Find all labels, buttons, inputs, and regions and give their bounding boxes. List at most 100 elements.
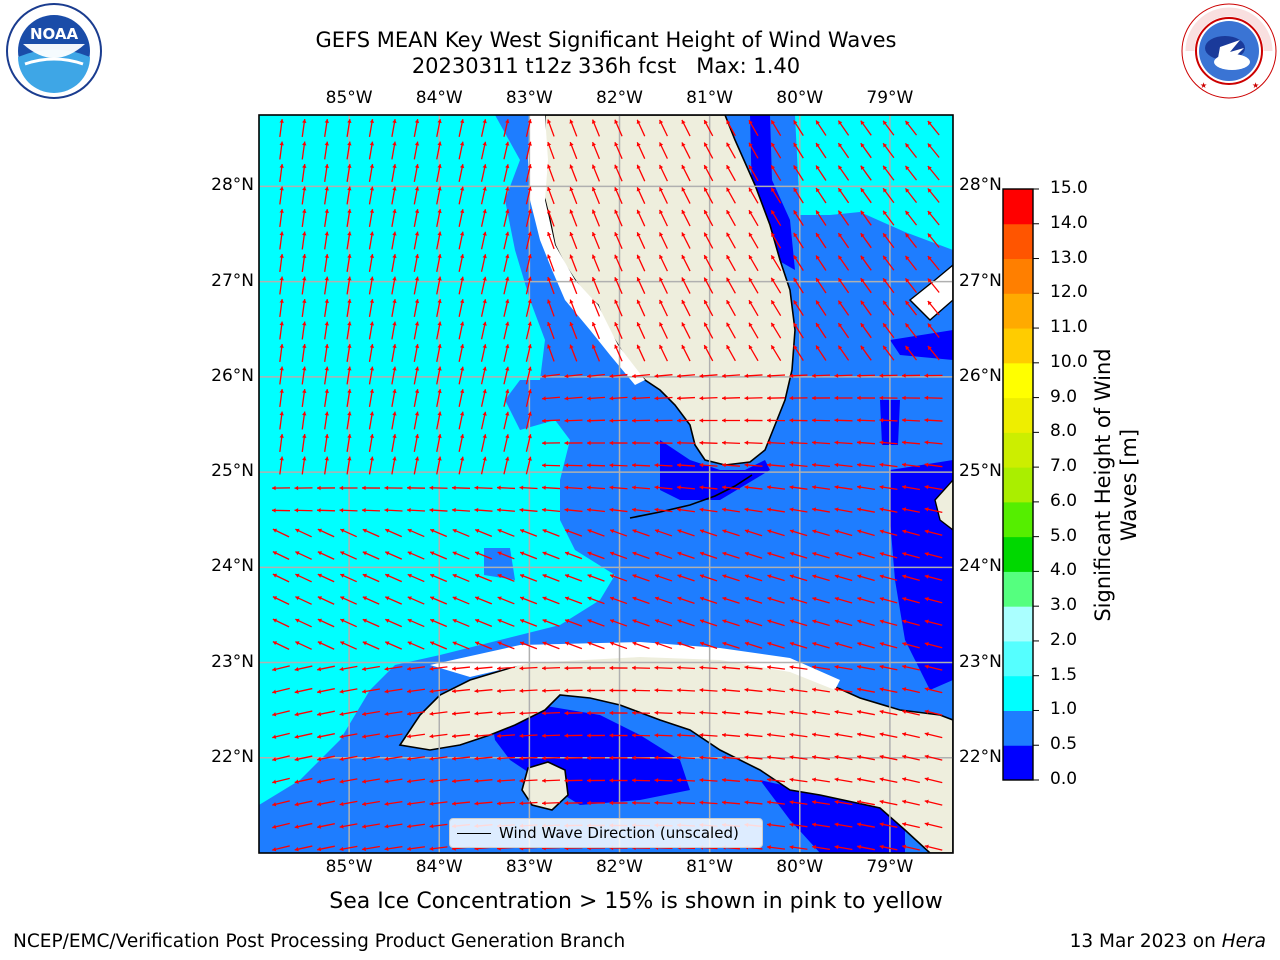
- wave-direction-arrow: [699, 665, 718, 670]
- wave-direction-arrow: [503, 411, 510, 430]
- wave-direction-arrow: [812, 777, 830, 783]
- wave-direction-arrow: [525, 254, 532, 272]
- wave-direction-arrow: [474, 573, 493, 582]
- wave-direction-arrow: [474, 596, 493, 605]
- wave-direction-arrow: [722, 551, 740, 559]
- wave-direction-arrow: [767, 529, 785, 537]
- wave-direction-arrow: [636, 344, 646, 362]
- wave-direction-arrow: [812, 709, 830, 716]
- wave-direction-arrow: [413, 344, 420, 362]
- wave-direction-arrow: [542, 551, 560, 560]
- wave-direction-arrow: [346, 434, 352, 452]
- wave-direction-arrow: [654, 440, 673, 446]
- wave-direction-arrow: [429, 485, 448, 491]
- wave-direction-arrow: [368, 186, 375, 205]
- wave-direction-arrow: [436, 366, 442, 385]
- wave-direction-arrow: [834, 777, 853, 783]
- wave-direction-arrow: [436, 299, 442, 317]
- wave-direction-arrow: [458, 434, 465, 452]
- wave-direction-arrow: [744, 596, 763, 604]
- wave-direction-arrow: [815, 345, 827, 361]
- wave-direction-arrow: [368, 119, 375, 137]
- wind-wave-direction-arrows: [271, 118, 943, 852]
- wave-direction-arrow: [811, 485, 831, 490]
- lat-tick-label: 23°N: [211, 651, 254, 672]
- wave-direction-arrow: [767, 596, 785, 604]
- wave-direction-arrow: [346, 344, 352, 362]
- wave-direction-arrow: [480, 456, 487, 475]
- wave-direction-arrow: [587, 596, 605, 605]
- wave-direction-arrow: [654, 574, 673, 582]
- wave-direction-arrow: [793, 210, 804, 226]
- wave-direction-arrow: [525, 141, 532, 160]
- wave-direction-arrow: [703, 254, 714, 272]
- wave-direction-arrow: [586, 778, 606, 783]
- wave-direction-arrow: [496, 507, 516, 513]
- wave-direction-arrow: [726, 277, 736, 294]
- wave-direction-arrow: [856, 418, 876, 423]
- wave-direction-arrow: [362, 778, 380, 784]
- wave-direction-arrow: [744, 395, 763, 401]
- wave-direction-arrow: [279, 388, 284, 408]
- wave-direction-arrow: [654, 462, 673, 468]
- wave-direction-arrow: [857, 664, 875, 671]
- wave-direction-arrow: [837, 187, 850, 204]
- wave-direction-arrow: [547, 299, 555, 317]
- wave-direction-arrow: [767, 641, 785, 649]
- wave-direction-arrow: [301, 366, 307, 385]
- wave-direction-arrow: [496, 485, 516, 490]
- wave-direction-arrow: [272, 732, 290, 739]
- wave-direction-arrow: [837, 165, 850, 181]
- wave-direction-arrow: [413, 231, 420, 250]
- wave-direction-arrow: [407, 573, 425, 583]
- wave-direction-arrow: [384, 710, 403, 716]
- wave-direction-arrow: [703, 322, 714, 339]
- wave-direction-arrow: [301, 208, 307, 228]
- wave-direction-arrow: [815, 232, 827, 249]
- wave-direction-arrow: [301, 231, 307, 250]
- wave-direction-arrow: [609, 418, 628, 423]
- wave-direction-arrow: [636, 277, 646, 294]
- lat-tick-label: 26°N: [959, 365, 1002, 386]
- wave-direction-arrow: [279, 231, 284, 250]
- wave-direction-arrow: [902, 641, 920, 649]
- wave-direction-arrow: [429, 823, 448, 829]
- wave-direction-arrow: [614, 186, 623, 205]
- wave-direction-arrow: [699, 551, 718, 559]
- wave-direction-arrow: [340, 551, 357, 560]
- wave-direction-arrow: [860, 187, 872, 204]
- wave-direction-arrow: [879, 440, 898, 445]
- wave-direction-arrow: [295, 618, 312, 628]
- wave-direction-arrow: [744, 418, 763, 423]
- wave-direction-arrow: [882, 187, 895, 204]
- wave-direction-arrow: [503, 389, 510, 407]
- wave-direction-arrow: [699, 687, 718, 693]
- wave-direction-arrow: [324, 411, 329, 430]
- wave-direction-arrow: [301, 343, 307, 363]
- wave-direction-arrow: [474, 688, 493, 694]
- wave-direction-arrow: [451, 756, 471, 761]
- wave-direction-arrow: [452, 618, 470, 628]
- land-isla-de-la-juventud: [521, 761, 569, 811]
- wave-direction-arrow: [317, 573, 335, 583]
- wave-direction-arrow: [564, 373, 583, 379]
- wave-direction-arrow: [368, 254, 375, 272]
- wave-direction-arrow: [770, 142, 782, 159]
- wave-direction-arrow: [525, 366, 532, 385]
- wave-direction-arrow: [812, 687, 830, 693]
- wave-direction-arrow: [879, 641, 898, 649]
- colorbar-tick-label: 0.5: [1050, 734, 1078, 755]
- wave-direction-arrow: [362, 528, 380, 538]
- wave-direction-arrow: [744, 777, 763, 783]
- wave-direction-arrow: [726, 344, 736, 362]
- wave-direction-arrow: [324, 434, 329, 452]
- wave-direction-arrow: [458, 299, 465, 317]
- wave-direction-arrow: [789, 373, 808, 378]
- wave-direction-arrow: [339, 710, 358, 717]
- wave-direction-arrow: [519, 507, 538, 513]
- wave-direction-arrow: [586, 485, 606, 490]
- wave-direction-arrow: [924, 664, 943, 671]
- wave-direction-arrow: [279, 186, 284, 205]
- wave-direction-arrow: [631, 418, 651, 423]
